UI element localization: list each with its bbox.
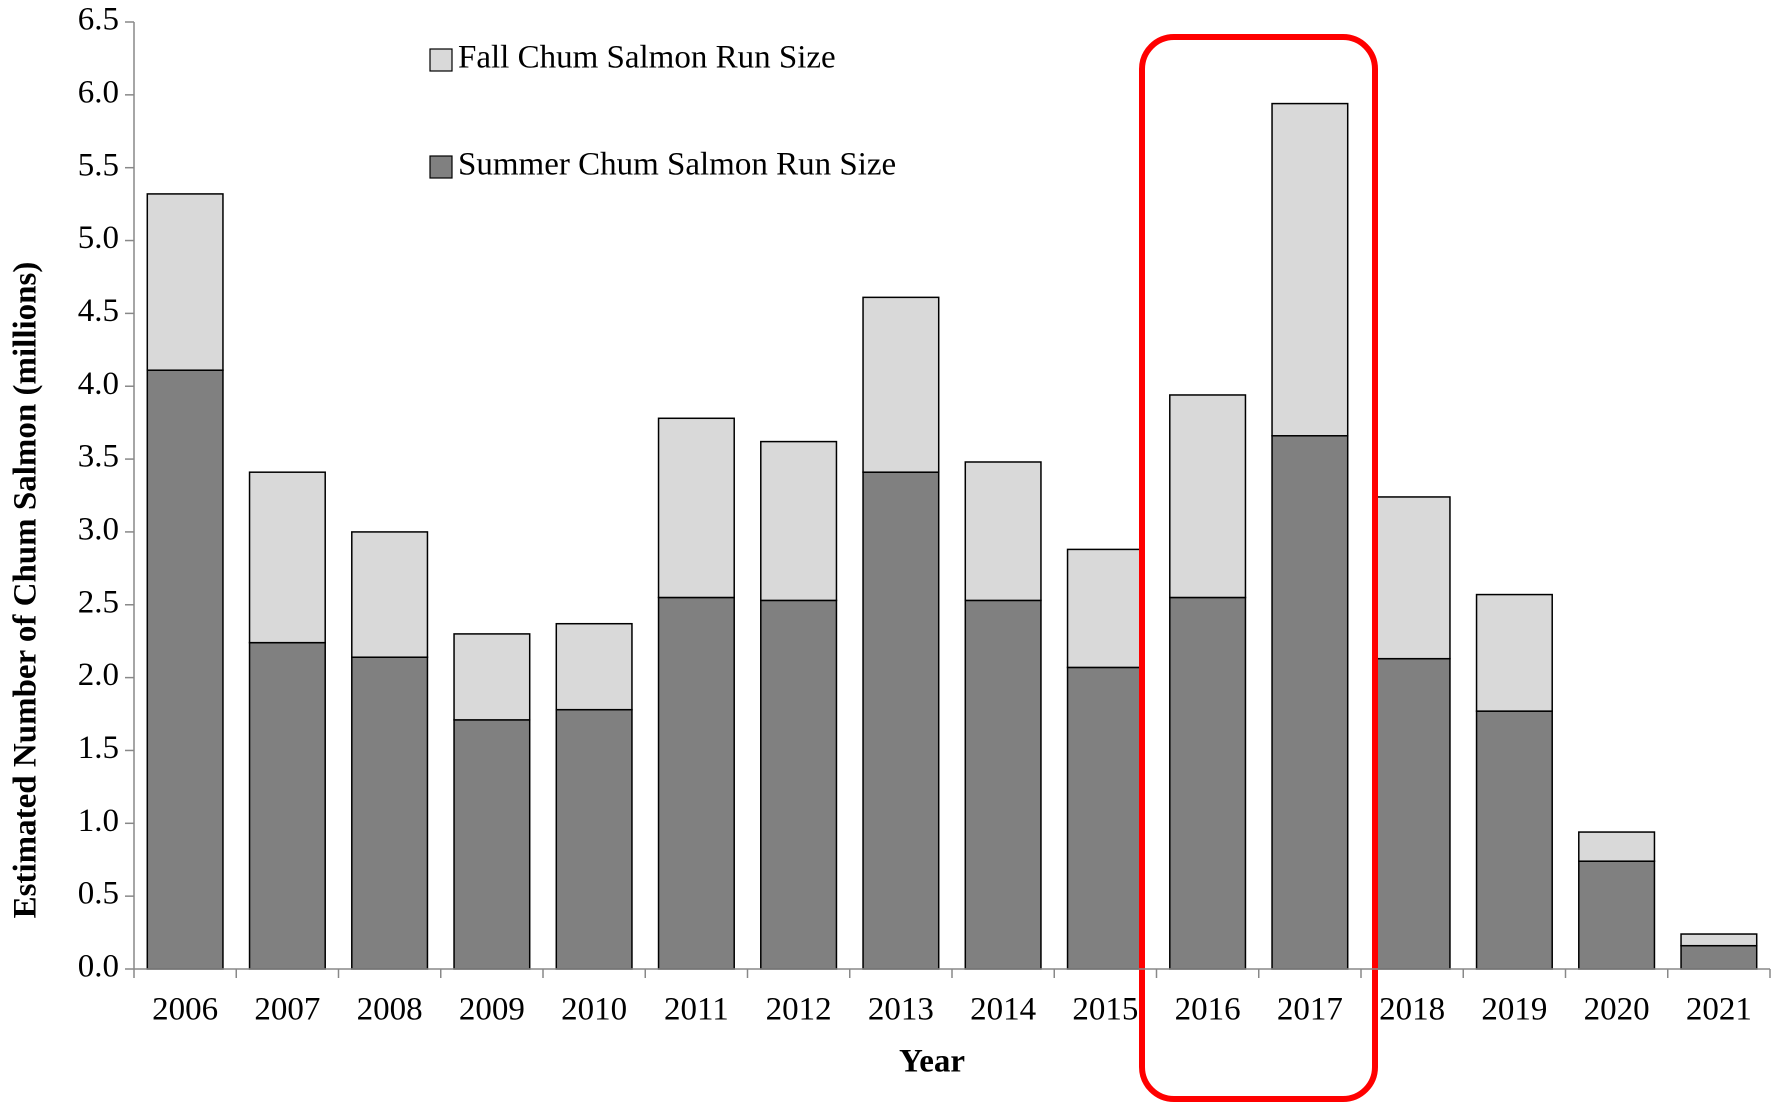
- x-axis-label: Year: [899, 1044, 965, 1080]
- bar-segment: [248, 471, 326, 644]
- bar-segment: [657, 596, 735, 970]
- x-tick-label: 2010: [561, 992, 627, 1028]
- x-tick-label: 2020: [1584, 992, 1650, 1028]
- x-tick-label: 2019: [1481, 992, 1547, 1028]
- x-tick-label: 2014: [970, 992, 1036, 1028]
- bar-segment: [1066, 666, 1144, 970]
- bar-segment: [1680, 933, 1758, 947]
- x-tick-label: 2012: [766, 992, 832, 1028]
- bar-segment: [248, 641, 326, 970]
- bar-segment: [351, 531, 429, 658]
- highlight-box: [1139, 34, 1378, 1102]
- bar-segment: [964, 599, 1042, 970]
- y-tick-label: 6.5: [78, 2, 119, 38]
- bar-segment: [1475, 593, 1553, 712]
- y-tick-label: 0.5: [78, 876, 119, 912]
- y-tick-label: 3.5: [78, 439, 119, 475]
- bar-segment: [1066, 548, 1144, 669]
- x-tick-label: 2021: [1686, 992, 1752, 1028]
- y-tick-label: 1.5: [78, 730, 119, 766]
- bar-segment: [453, 719, 531, 970]
- x-tick-label: 2011: [664, 992, 729, 1028]
- x-tick-label: 2016: [1175, 992, 1241, 1028]
- x-tick-label: 2007: [254, 992, 320, 1028]
- bar-segment: [760, 599, 838, 970]
- bar-segment: [1271, 435, 1349, 970]
- x-tick-label: 2008: [357, 992, 423, 1028]
- bar-segment: [1578, 860, 1656, 970]
- x-tick-label: 2018: [1379, 992, 1445, 1028]
- bar-segment: [1475, 710, 1553, 970]
- bar-segment: [1169, 394, 1247, 599]
- legend-swatch: [429, 48, 453, 72]
- y-tick-label: 2.0: [78, 657, 119, 693]
- x-tick-label: 2017: [1277, 992, 1343, 1028]
- bar-segment: [862, 471, 940, 970]
- bar-segment: [453, 633, 531, 721]
- bar-segment: [1680, 944, 1758, 970]
- x-tick-label: 2015: [1072, 992, 1138, 1028]
- bar-segment: [351, 656, 429, 970]
- y-tick-label: 3.0: [78, 512, 119, 548]
- y-tick-label: 4.5: [78, 293, 119, 329]
- bar-segment: [1373, 657, 1451, 970]
- legend-label: Fall Chum Salmon Run Size: [458, 40, 836, 76]
- y-tick-label: 5.0: [78, 220, 119, 256]
- bar-segment: [1169, 596, 1247, 970]
- bar-segment: [1373, 496, 1451, 660]
- y-tick-label: 0.0: [78, 949, 119, 985]
- bar-segment: [146, 369, 224, 970]
- x-tick-label: 2009: [459, 992, 525, 1028]
- legend-swatch: [429, 155, 453, 179]
- y-tick-label: 6.0: [78, 74, 119, 110]
- bar-segment: [1271, 102, 1349, 437]
- bar-segment: [1578, 831, 1656, 862]
- y-tick-label: 5.5: [78, 147, 119, 183]
- bar-segment: [760, 440, 838, 602]
- bar-segment: [146, 193, 224, 371]
- bar-segment: [555, 708, 633, 970]
- bar-segment: [657, 417, 735, 599]
- legend-label: Summer Chum Salmon Run Size: [458, 147, 896, 183]
- y-tick-label: 4.0: [78, 366, 119, 402]
- bar-segment: [862, 296, 940, 473]
- x-tick-label: 2006: [152, 992, 218, 1028]
- bar-segment: [964, 461, 1042, 602]
- bar-segment: [555, 622, 633, 711]
- x-tick-label: 2013: [868, 992, 934, 1028]
- y-tick-label: 2.5: [78, 584, 119, 620]
- y-tick-label: 1.0: [78, 803, 119, 839]
- y-axis-label: Estimated Number of Chum Salmon (million…: [8, 262, 44, 919]
